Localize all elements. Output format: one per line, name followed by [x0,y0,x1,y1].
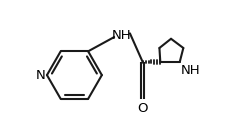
Text: N: N [36,69,46,82]
Text: NH: NH [181,64,200,77]
Text: O: O [137,102,148,115]
Text: NH: NH [112,29,131,42]
